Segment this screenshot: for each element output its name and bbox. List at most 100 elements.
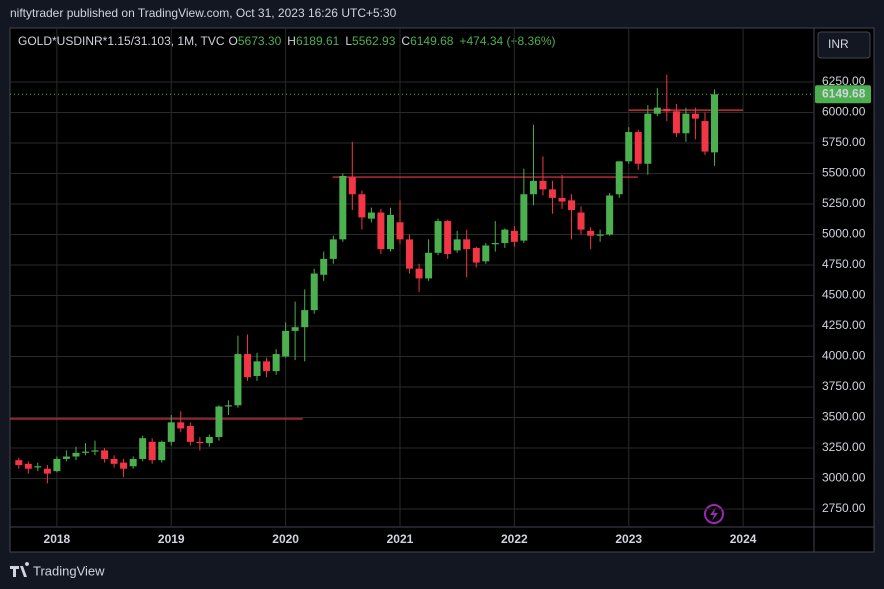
- x-tick-label: 2024: [730, 532, 757, 546]
- candle-body: [24, 463, 32, 469]
- y-tick-label: 2750.00: [822, 501, 866, 515]
- candle-body: [244, 354, 252, 378]
- candle-body: [396, 222, 404, 240]
- candle-body: [196, 441, 204, 444]
- candle-body: [520, 194, 528, 241]
- candle-body: [501, 229, 509, 244]
- candle-body: [539, 180, 547, 190]
- candle-body: [205, 436, 213, 444]
- candle-body: [291, 327, 299, 331]
- candle-body: [43, 468, 51, 474]
- candle-body: [434, 221, 442, 253]
- legend-key: C: [401, 34, 410, 48]
- candle-body: [691, 113, 699, 119]
- candle-body: [529, 180, 537, 195]
- candle-body: [62, 456, 70, 459]
- y-tick-label: 5500.00: [822, 166, 866, 180]
- y-tick-label: 4250.00: [822, 318, 866, 332]
- candle-body: [453, 239, 461, 251]
- header: niftytrader published on TradingView.com…: [10, 6, 397, 20]
- candle-body: [234, 354, 242, 406]
- candle-body: [672, 111, 680, 134]
- y-tick-label: 3500.00: [822, 410, 866, 424]
- event-icon[interactable]: [704, 504, 724, 524]
- candle-body: [358, 194, 366, 218]
- candle-body: [81, 451, 89, 453]
- candle-body: [148, 441, 156, 461]
- candle-body: [491, 243, 499, 245]
- candle-body: [587, 230, 595, 236]
- candle-body: [215, 406, 223, 437]
- candle-body: [653, 107, 661, 114]
- candle-body: [186, 426, 194, 442]
- candle-body: [320, 258, 328, 275]
- y-tick-label: 3750.00: [822, 379, 866, 393]
- candle-body: [348, 177, 356, 195]
- legend-key: L: [345, 34, 352, 48]
- candle-body: [158, 441, 166, 461]
- candle-body: [120, 462, 128, 469]
- candle-body: [482, 245, 490, 262]
- candle-body: [568, 200, 576, 211]
- candle-body: [425, 252, 433, 279]
- candle-body: [405, 239, 413, 269]
- x-tick-label: 2021: [387, 532, 414, 546]
- brand-logo: [10, 562, 30, 577]
- y-tick-label: 4000.00: [822, 349, 866, 363]
- y-tick-label: 6250.00: [822, 74, 866, 88]
- legend-key: H: [287, 34, 296, 48]
- legend-value: 6149.68: [410, 34, 454, 48]
- legend-value: 5562.93: [352, 34, 396, 48]
- event-icon-bolt: [710, 507, 718, 521]
- candle-body: [663, 108, 671, 112]
- candle-body: [129, 458, 137, 467]
- candle-body: [263, 361, 271, 372]
- candle-body: [224, 405, 232, 407]
- currency[interactable]: INR: [828, 37, 849, 51]
- candle-body: [644, 113, 652, 164]
- candle-body: [682, 113, 690, 134]
- y-tick-label: 6000.00: [822, 105, 866, 119]
- candle-body: [282, 330, 290, 357]
- candle-body: [615, 161, 623, 195]
- candle-body: [72, 452, 80, 457]
- y-tick-label: 3250.00: [822, 440, 866, 454]
- candle-body: [701, 121, 709, 152]
- legend: GOLD*USDINR*1.15/31.103, 1M, TVC O5673.30…: [18, 34, 556, 48]
- candle-body: [472, 247, 480, 263]
- candle-body: [625, 132, 633, 162]
- candle-body: [101, 450, 109, 459]
- x-tick-label: 2020: [272, 532, 299, 546]
- candle-body: [53, 458, 61, 472]
- candle-body: [463, 239, 471, 250]
- candle-body: [558, 197, 566, 202]
- candle-body: [510, 230, 518, 242]
- candle-body: [367, 212, 375, 219]
- last-price-label: 6149.68: [822, 86, 866, 100]
- brand: TradingView: [33, 563, 105, 578]
- candle-body: [15, 460, 23, 466]
- candle-body: [329, 239, 337, 259]
- legend-title: GOLD*USDINR*1.15/31.103, 1M, TVC: [18, 34, 225, 48]
- candle-body: [577, 212, 585, 230]
- candle-body: [606, 195, 614, 235]
- y-tick-label: 4500.00: [822, 288, 866, 302]
- candle-body: [177, 422, 185, 429]
- candle-body: [377, 212, 385, 250]
- candle-body: [167, 422, 175, 442]
- y-tick-label: 5750.00: [822, 135, 866, 149]
- candle-body: [548, 189, 556, 198]
- currency-button[interactable]: [817, 31, 871, 59]
- legend-value: 5673.30: [238, 34, 282, 48]
- candle-body: [415, 268, 423, 279]
- candle-body: [253, 361, 261, 376]
- candle-body: [339, 175, 347, 240]
- chart-panel: [9, 27, 875, 553]
- y-tick-label: 5250.00: [822, 196, 866, 210]
- candle-body: [301, 310, 309, 328]
- candle-body: [272, 354, 280, 372]
- candle-body: [596, 234, 604, 236]
- candle-body: [34, 466, 42, 468]
- candle-body: [711, 94, 719, 153]
- candle-body: [91, 450, 99, 452]
